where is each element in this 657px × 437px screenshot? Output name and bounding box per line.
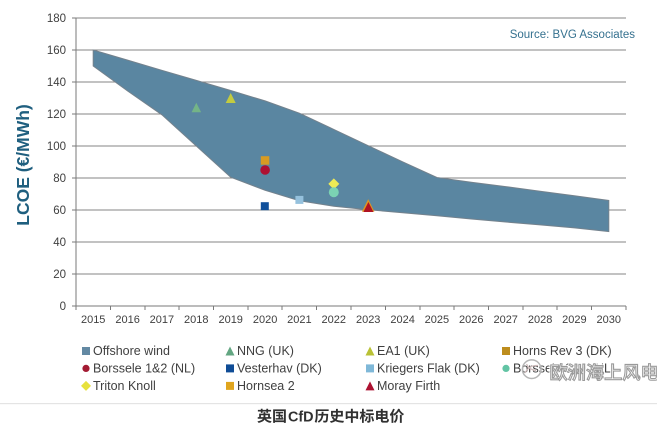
svg-text:EA1 (UK): EA1 (UK) — [377, 344, 430, 358]
svg-text:Offshore wind: Offshore wind — [93, 344, 170, 358]
svg-text:2030: 2030 — [597, 314, 621, 326]
svg-text:40: 40 — [53, 237, 66, 249]
svg-text:2018: 2018 — [184, 314, 208, 326]
svg-text:120: 120 — [47, 109, 66, 121]
svg-text:2025: 2025 — [425, 314, 449, 326]
svg-text:2020: 2020 — [253, 314, 277, 326]
svg-text:2026: 2026 — [459, 314, 483, 326]
svg-text:2016: 2016 — [115, 314, 139, 326]
svg-text:Kriegers Flak (DK): Kriegers Flak (DK) — [377, 362, 480, 376]
svg-text:Borssele 1&2 (NL): Borssele 1&2 (NL) — [93, 362, 195, 376]
svg-text:80: 80 — [53, 173, 66, 185]
svg-text:20: 20 — [53, 269, 66, 281]
svg-text:160: 160 — [47, 45, 66, 57]
svg-text:Vesterhav (DK): Vesterhav (DK) — [237, 362, 322, 376]
svg-text:2027: 2027 — [493, 314, 517, 326]
svg-text:180: 180 — [47, 13, 66, 25]
svg-text:2029: 2029 — [562, 314, 586, 326]
svg-text:2022: 2022 — [322, 314, 346, 326]
svg-text:2021: 2021 — [287, 314, 311, 326]
svg-text:0: 0 — [60, 301, 66, 313]
svg-text:2023: 2023 — [356, 314, 380, 326]
svg-text:Hornsea 2: Hornsea 2 — [237, 379, 295, 393]
svg-text:100: 100 — [47, 141, 66, 153]
svg-text:2017: 2017 — [150, 314, 174, 326]
svg-text:140: 140 — [47, 77, 66, 89]
svg-text:LCOE (€/MWh): LCOE (€/MWh) — [13, 104, 33, 226]
svg-text:2024: 2024 — [390, 314, 414, 326]
svg-text:2019: 2019 — [218, 314, 242, 326]
svg-text:Horns Rev 3 (DK): Horns Rev 3 (DK) — [513, 344, 612, 358]
svg-text:Moray Firth: Moray Firth — [377, 379, 440, 393]
svg-text:NNG (UK): NNG (UK) — [237, 344, 294, 358]
svg-text:Triton Knoll: Triton Knoll — [93, 379, 156, 393]
svg-text:Source: BVG Associates: Source: BVG Associates — [510, 29, 636, 41]
svg-text:2028: 2028 — [528, 314, 552, 326]
svg-text:60: 60 — [53, 205, 66, 217]
svg-text:CfD: CfD — [288, 410, 314, 426]
svg-text:2015: 2015 — [81, 314, 105, 326]
